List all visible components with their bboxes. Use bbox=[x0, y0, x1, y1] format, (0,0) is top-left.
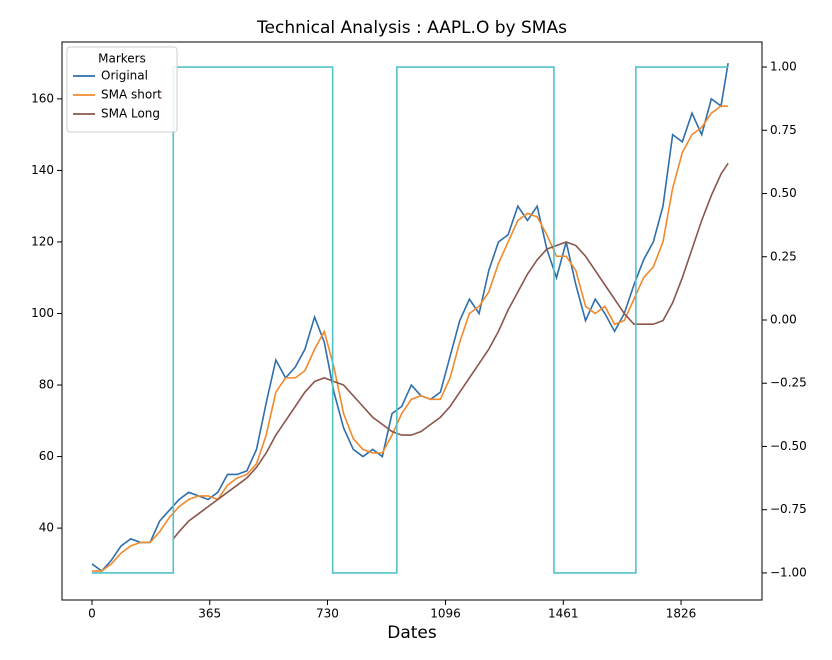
y-tick-label: 100 bbox=[31, 306, 54, 320]
legend-label: SMA Long bbox=[101, 107, 160, 121]
x-tick-label: 0 bbox=[88, 607, 96, 621]
y2-tick-label: 0.00 bbox=[770, 312, 797, 326]
series-line bbox=[91, 62, 729, 573]
chart-title: Technical Analysis : AAPL.O by SMAs bbox=[256, 18, 567, 38]
legend-box bbox=[66, 46, 178, 133]
y2-tick-label: −0.25 bbox=[770, 376, 807, 390]
x-tick-label: 1096 bbox=[430, 607, 461, 621]
y2-tick-label: −1.00 bbox=[770, 565, 807, 579]
y2-tick-label: −0.75 bbox=[770, 502, 807, 516]
y2-tick-label: 0.50 bbox=[770, 186, 797, 200]
x-tick-label: 730 bbox=[316, 607, 339, 621]
y2-tick-label: 0.75 bbox=[770, 123, 797, 137]
y-tick-label: 40 bbox=[39, 521, 54, 535]
x-axis-label: Dates bbox=[387, 623, 437, 643]
series-line bbox=[92, 66, 729, 574]
series-line bbox=[92, 105, 729, 572]
y2-tick-label: 1.00 bbox=[770, 60, 797, 74]
plot-frame bbox=[61, 41, 763, 601]
y2-tick-label: −0.50 bbox=[770, 439, 807, 453]
y-tick-label: 60 bbox=[39, 449, 54, 463]
series-line bbox=[172, 162, 729, 540]
legend-title: Markers bbox=[98, 52, 146, 66]
x-tick-label: 365 bbox=[198, 607, 221, 621]
x-tick-label: 1461 bbox=[548, 607, 579, 621]
y-tick-label: 140 bbox=[31, 163, 54, 177]
y-tick-label: 80 bbox=[39, 378, 54, 392]
y2-tick-label: 0.25 bbox=[770, 249, 797, 263]
x-tick-label: 1826 bbox=[666, 607, 697, 621]
legend-label: SMA short bbox=[101, 88, 162, 102]
legend: Markers Original SMA short SMA Long bbox=[66, 46, 178, 133]
legend-label: Original bbox=[101, 69, 148, 83]
y-tick-label: 160 bbox=[31, 91, 54, 105]
y-tick-label: 120 bbox=[31, 234, 54, 248]
